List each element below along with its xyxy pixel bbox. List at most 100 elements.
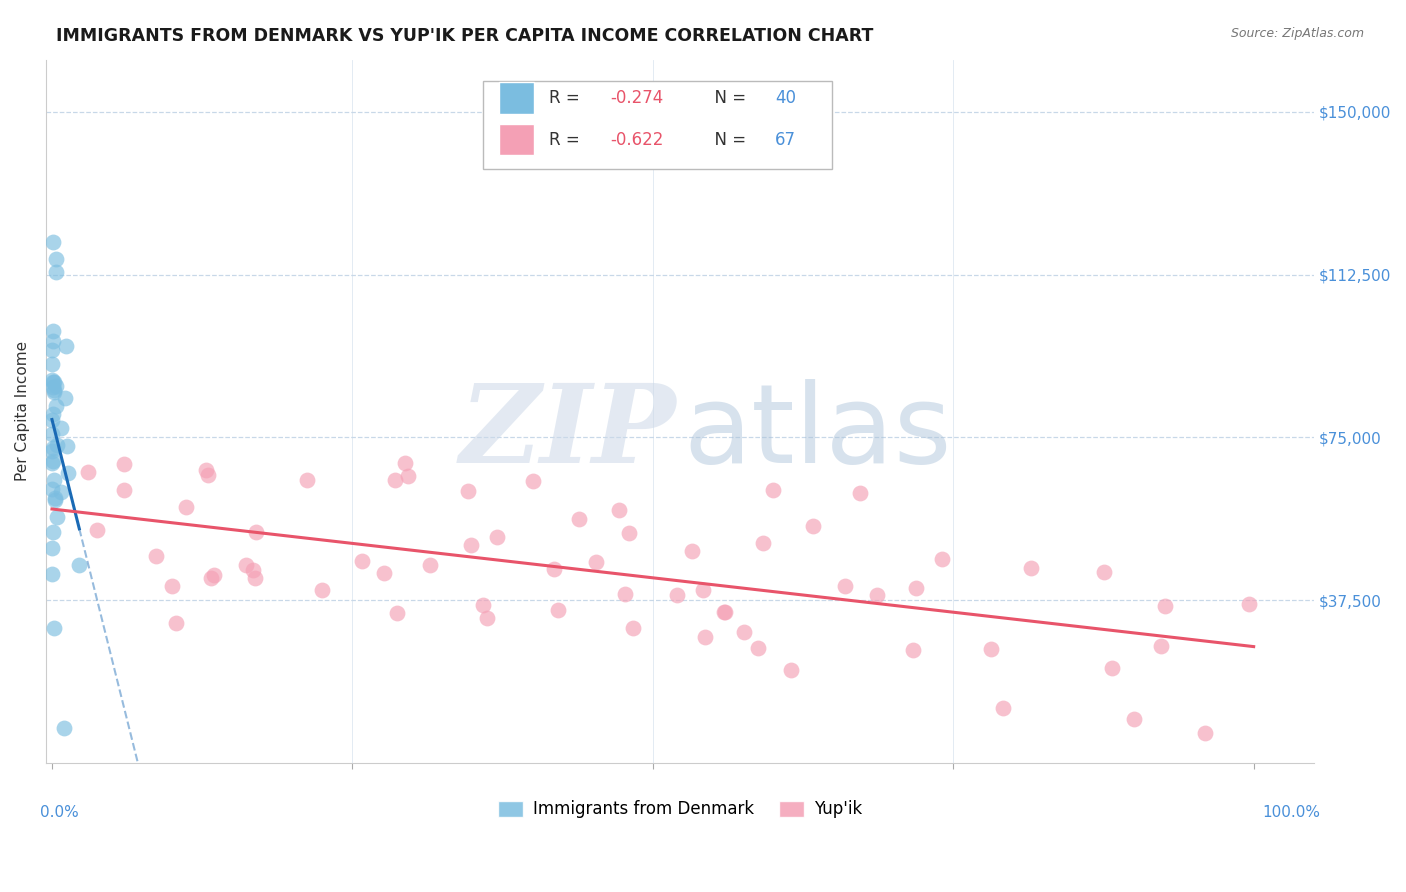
Point — [162, 579, 184, 593]
Legend: Immigrants from Denmark, Yup'ik: Immigrants from Denmark, Yup'ik — [491, 794, 869, 825]
Point — [112, 457, 135, 471]
Point — [42, 383, 65, 397]
Point — [747, 640, 769, 655]
Point — [713, 605, 735, 619]
Point — [801, 519, 824, 533]
Point — [67, 558, 90, 572]
Point — [485, 530, 508, 544]
Point — [200, 571, 222, 585]
Point — [42, 442, 65, 456]
Point — [752, 536, 775, 550]
Point — [681, 543, 703, 558]
Point — [547, 602, 569, 616]
Point — [41, 412, 63, 426]
Text: -0.274: -0.274 — [610, 89, 664, 107]
Text: IMMIGRANTS FROM DENMARK VS YUP'IK PER CAPITA INCOME CORRELATION CHART: IMMIGRANTS FROM DENMARK VS YUP'IK PER CA… — [56, 27, 873, 45]
Point — [385, 606, 408, 620]
Point — [311, 583, 333, 598]
Point — [202, 567, 225, 582]
Point — [1194, 725, 1216, 739]
Point — [41, 566, 63, 581]
Point — [52, 722, 75, 736]
Point — [848, 486, 870, 500]
Point — [1092, 565, 1115, 579]
Point — [396, 469, 419, 483]
Point — [49, 485, 72, 500]
Point — [1019, 560, 1042, 574]
Point — [762, 483, 785, 497]
Point — [621, 621, 644, 635]
Point — [42, 473, 65, 487]
Point — [834, 579, 856, 593]
Point — [42, 375, 65, 389]
Text: atlas: atlas — [683, 379, 952, 486]
Point — [666, 589, 689, 603]
Point — [384, 473, 406, 487]
Point — [42, 525, 65, 540]
Point — [713, 605, 735, 619]
Point — [568, 511, 591, 525]
Point — [165, 615, 187, 630]
Point — [49, 420, 72, 434]
Text: R =: R = — [550, 89, 585, 107]
Point — [692, 583, 714, 598]
Point — [607, 503, 630, 517]
Text: R =: R = — [550, 130, 585, 149]
Point — [42, 453, 65, 467]
Point — [197, 468, 219, 483]
Point — [41, 372, 63, 386]
Text: 67: 67 — [775, 130, 796, 149]
FancyBboxPatch shape — [484, 80, 832, 169]
Point — [419, 558, 441, 573]
Point — [77, 465, 100, 479]
Point — [41, 541, 63, 556]
Point — [55, 439, 77, 453]
Point — [543, 562, 565, 576]
Point — [42, 376, 65, 390]
Point — [86, 524, 108, 538]
Point — [42, 380, 65, 394]
Point — [42, 408, 65, 422]
Point — [1237, 597, 1260, 611]
Text: 40: 40 — [775, 89, 796, 107]
Point — [991, 701, 1014, 715]
Point — [245, 525, 267, 540]
Point — [41, 482, 63, 496]
Point — [45, 399, 67, 413]
Point — [45, 378, 67, 392]
Point — [243, 571, 266, 585]
Point — [460, 538, 482, 552]
Text: ZIP: ZIP — [460, 379, 676, 486]
Point — [42, 324, 65, 338]
Text: 0.0%: 0.0% — [39, 805, 79, 821]
Point — [1101, 661, 1123, 675]
Point — [194, 463, 217, 477]
Point — [145, 549, 167, 563]
Text: N =: N = — [704, 130, 751, 149]
Point — [41, 443, 63, 458]
Point — [56, 466, 79, 480]
Point — [1150, 639, 1173, 653]
FancyBboxPatch shape — [499, 82, 534, 114]
Point — [457, 483, 479, 498]
Point — [46, 510, 69, 524]
Point — [45, 252, 67, 267]
Point — [475, 611, 498, 625]
Point — [522, 474, 544, 488]
FancyBboxPatch shape — [499, 124, 534, 155]
Point — [613, 587, 636, 601]
Point — [617, 525, 640, 540]
Point — [45, 438, 67, 452]
Point — [53, 392, 76, 406]
Point — [901, 643, 924, 657]
Point — [41, 357, 63, 371]
Point — [394, 457, 416, 471]
Point — [41, 427, 63, 442]
Point — [352, 554, 374, 568]
Point — [45, 265, 67, 279]
Point — [295, 473, 318, 487]
Point — [112, 483, 135, 497]
Point — [780, 663, 803, 677]
Text: 100.0%: 100.0% — [1263, 805, 1320, 821]
Point — [44, 384, 66, 399]
